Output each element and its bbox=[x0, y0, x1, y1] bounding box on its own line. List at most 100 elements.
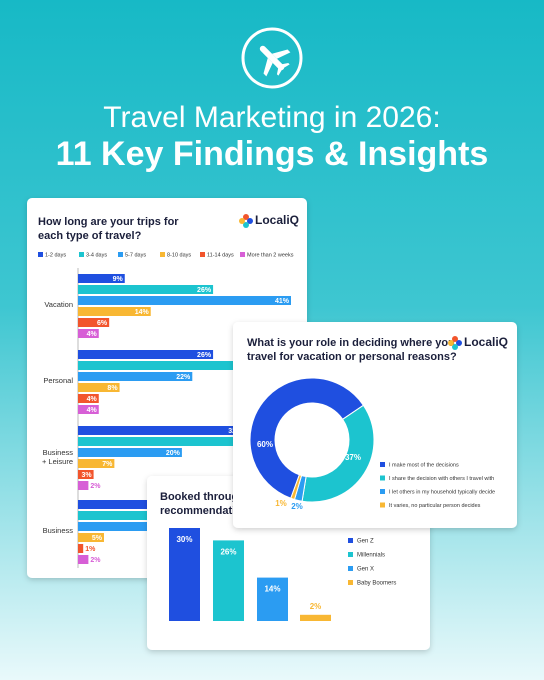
bar bbox=[78, 459, 115, 468]
legend-swatch bbox=[348, 538, 353, 543]
bar bbox=[213, 540, 244, 621]
value-label: 5% bbox=[92, 535, 103, 542]
legend-label: 3-4 days bbox=[86, 252, 107, 258]
logo: LocaliQ bbox=[239, 213, 299, 228]
logo-petal bbox=[452, 336, 458, 342]
legend-label: 8-10 days bbox=[167, 252, 191, 258]
logo-text: LocaliQ bbox=[255, 213, 299, 227]
value-label: 26% bbox=[197, 287, 212, 294]
legend-swatch bbox=[380, 475, 385, 481]
donut-slice bbox=[301, 404, 375, 503]
bar bbox=[78, 394, 99, 403]
bar bbox=[78, 533, 104, 542]
bar bbox=[78, 405, 99, 414]
donut-slice bbox=[249, 377, 365, 499]
bar bbox=[78, 437, 250, 446]
bar bbox=[78, 470, 94, 479]
title: Travel Marketing in 2026: bbox=[103, 101, 440, 134]
logo-petal bbox=[456, 340, 462, 346]
legend-label: I make most of the decisions bbox=[389, 462, 459, 468]
value-label: 2% bbox=[310, 602, 322, 611]
legend-label: 1-2 days bbox=[45, 252, 66, 258]
bar bbox=[78, 285, 214, 294]
value-label: 41% bbox=[275, 298, 290, 305]
value-label: 4% bbox=[87, 331, 98, 338]
legend-swatch bbox=[380, 462, 385, 467]
donut-slice bbox=[290, 474, 303, 501]
logo-petal bbox=[452, 344, 458, 350]
bar bbox=[78, 426, 245, 435]
bar bbox=[300, 614, 331, 621]
value-label: 26% bbox=[197, 352, 212, 359]
legend-label: Baby Boomers bbox=[357, 581, 396, 587]
chart-title: What is your role in deciding where you t… bbox=[247, 337, 457, 363]
category-label: Personal bbox=[43, 376, 73, 385]
bar bbox=[78, 448, 182, 457]
value-label: 30% bbox=[176, 535, 192, 544]
value-label: 8% bbox=[107, 385, 118, 392]
bar bbox=[78, 329, 99, 338]
subtitle: 11 Key Findings & Insights bbox=[56, 135, 489, 173]
chart-title: How long are your trips for each type of … bbox=[38, 216, 179, 242]
legend-label: It varies, no particular person decides bbox=[389, 503, 481, 509]
value-label: 2% bbox=[291, 502, 303, 511]
legend-swatch bbox=[38, 252, 43, 257]
logo-petal bbox=[247, 218, 253, 224]
logo-petal bbox=[448, 340, 454, 346]
value-label: 14% bbox=[264, 585, 280, 594]
legend-swatch bbox=[160, 252, 165, 257]
bar bbox=[78, 481, 89, 490]
bar bbox=[78, 372, 193, 381]
value-label: 22% bbox=[176, 374, 191, 381]
bar bbox=[169, 528, 200, 621]
logo-petal bbox=[243, 214, 249, 220]
value-label: 7% bbox=[102, 461, 113, 468]
value-label: 4% bbox=[87, 407, 98, 414]
bar bbox=[78, 296, 291, 305]
logo-petal bbox=[239, 218, 245, 224]
bar bbox=[78, 274, 125, 283]
legend-swatch bbox=[240, 252, 245, 257]
category-label: Business + Leisure bbox=[42, 448, 73, 466]
legend-label: 5-7 days bbox=[125, 252, 146, 258]
legend-swatch bbox=[380, 489, 385, 494]
legend-swatch bbox=[348, 580, 353, 585]
bar bbox=[257, 577, 288, 621]
value-label: 2% bbox=[90, 483, 101, 490]
bar bbox=[78, 383, 120, 392]
legend-swatch bbox=[79, 252, 84, 257]
bar bbox=[78, 511, 182, 520]
card-decision-role: What is your role in deciding where you t… bbox=[233, 322, 517, 528]
value-label: 4% bbox=[87, 396, 98, 403]
legend-label: I share the decision with others I trave… bbox=[389, 476, 494, 482]
plane-icon bbox=[241, 27, 303, 89]
value-label: 3% bbox=[81, 472, 92, 479]
logo-petal bbox=[243, 222, 249, 228]
value-label: 14% bbox=[135, 309, 150, 316]
bar bbox=[78, 307, 151, 316]
legend-swatch bbox=[118, 252, 123, 257]
legend-label: I let others in my household typically d… bbox=[389, 489, 495, 495]
legend-label: Gen Z bbox=[357, 539, 374, 545]
category-label: Business bbox=[43, 526, 74, 535]
bar bbox=[78, 350, 214, 359]
value-label: 26% bbox=[220, 548, 236, 557]
value-label: 60% bbox=[257, 440, 273, 449]
category-label: Vacation bbox=[44, 300, 73, 309]
legend-swatch bbox=[348, 552, 353, 557]
chart-title: Booked through recommendations bbox=[160, 491, 255, 517]
bar bbox=[78, 555, 89, 564]
legend-swatch bbox=[380, 502, 385, 508]
legend-label: Gen X bbox=[357, 567, 374, 573]
legend-label: 11-14 days bbox=[207, 252, 234, 258]
value-label: 20% bbox=[166, 450, 181, 457]
value-label: 37% bbox=[345, 453, 361, 462]
logo: LocaliQ bbox=[448, 335, 508, 350]
legend-swatch bbox=[200, 252, 205, 257]
value-label: 2% bbox=[90, 557, 101, 564]
legend-label: More than 2 weeks bbox=[247, 252, 294, 258]
legend-label: Millennials bbox=[357, 553, 385, 559]
logo-text: LocaliQ bbox=[464, 335, 508, 349]
value-label: 1% bbox=[275, 499, 287, 508]
